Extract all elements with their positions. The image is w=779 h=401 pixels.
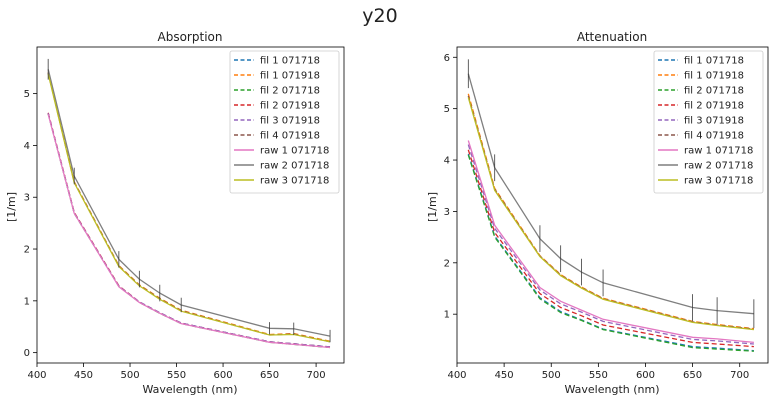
absorption-legend-box bbox=[229, 50, 340, 194]
absorption-legend-label: raw 3 071718 bbox=[260, 176, 329, 187]
absorption-ytick-label: 1 bbox=[24, 296, 30, 307]
attenuation-ylabel: [1/m] bbox=[426, 192, 439, 222]
absorption-axes-frame bbox=[36, 46, 345, 364]
attenuation-legend-label: fil 4 071918 bbox=[684, 131, 744, 142]
attenuation-title: Attenuation bbox=[577, 30, 647, 44]
attenuation-ytick-label: 1 bbox=[444, 310, 450, 321]
attenuation-xtick-label: 400 bbox=[447, 370, 466, 381]
attenuation-xtick-label: 650 bbox=[683, 370, 702, 381]
absorption-ytick-label: 0 bbox=[24, 348, 30, 359]
absorption-legend-label: fil 2 071918 bbox=[260, 101, 320, 112]
absorption-xtick-label: 400 bbox=[27, 370, 46, 381]
attenuation-legend-label: fil 3 071918 bbox=[684, 116, 744, 127]
absorption-ytick-label: 3 bbox=[24, 193, 30, 204]
attenuation-ytick-label: 6 bbox=[444, 53, 450, 64]
absorption-title: Absorption bbox=[158, 30, 223, 44]
attenuation-legend: fil 1 071718 fil 1 071918 fil 2 071718 fil … bbox=[653, 50, 764, 194]
attenuation-legend-label: raw 3 071718 bbox=[684, 176, 753, 187]
absorption-legend-label: fil 1 071718 bbox=[260, 56, 320, 67]
absorption-legend: fil 1 071718 fil 1 071918 fil 2 071718 fil … bbox=[229, 50, 340, 194]
absorption-legend-label: raw 2 071718 bbox=[260, 161, 329, 172]
attenuation-series-line bbox=[467, 144, 754, 345]
absorption-ytick-label: 5 bbox=[24, 89, 30, 100]
attenuation-panel: Attenuation Wavelength (nm) [1/m] 400 450… bbox=[426, 30, 769, 396]
absorption-ylabel: [1/m] bbox=[5, 192, 18, 222]
absorption-legend-label: fil 3 071918 bbox=[260, 116, 320, 127]
attenuation-series-line bbox=[467, 97, 754, 331]
attenuation-legend-label: fil 2 071918 bbox=[684, 101, 744, 112]
figure-title: y20 bbox=[362, 5, 397, 27]
absorption-xtick-label: 600 bbox=[214, 370, 233, 381]
attenuation-xtick-label: 600 bbox=[636, 370, 655, 381]
attenuation-xlabel: Wavelength (nm) bbox=[564, 383, 659, 396]
attenuation-legend-label: raw 2 071718 bbox=[684, 161, 753, 172]
attenuation-ytick-label: 4 bbox=[444, 156, 450, 167]
attenuation-xtick-label: 450 bbox=[495, 370, 514, 381]
attenuation-ytick-label: 2 bbox=[444, 258, 450, 269]
absorption-series-line bbox=[47, 114, 331, 349]
attenuation-legend-label: raw 1 071718 bbox=[684, 146, 753, 157]
attenuation-ytick-label: 3 bbox=[444, 207, 450, 218]
absorption-panel: Absorption Wavelength (nm) [1/m] 400 450 5… bbox=[5, 30, 345, 396]
absorption-ytick-label: 4 bbox=[24, 141, 30, 152]
attenuation-legend-box bbox=[653, 50, 764, 194]
absorption-xtick-label: 650 bbox=[260, 370, 279, 381]
attenuation-ytick-label: 5 bbox=[444, 104, 450, 115]
absorption-xtick-label: 500 bbox=[120, 370, 139, 381]
attenuation-xtick-label: 550 bbox=[589, 370, 608, 381]
attenuation-xtick-label: 500 bbox=[542, 370, 561, 381]
attenuation-legend-label: fil 1 071918 bbox=[684, 71, 744, 82]
absorption-legend-label: raw 1 071718 bbox=[260, 146, 329, 157]
absorption-xlabel: Wavelength (nm) bbox=[142, 383, 237, 396]
attenuation-series-line bbox=[467, 149, 754, 348]
absorption-xtick-label: 550 bbox=[167, 370, 186, 381]
absorption-legend-label: fil 2 071718 bbox=[260, 86, 320, 97]
attenuation-series-line bbox=[467, 140, 754, 344]
absorption-legend-label: fil 4 071918 bbox=[260, 131, 320, 142]
attenuation-xtick-label: 700 bbox=[730, 370, 749, 381]
absorption-legend-label: fil 1 071918 bbox=[260, 71, 320, 82]
absorption-xtick-label: 450 bbox=[74, 370, 93, 381]
attenuation-series-line bbox=[467, 154, 754, 352]
absorption-xtick-label: 700 bbox=[307, 370, 326, 381]
attenuation-axes-frame bbox=[456, 46, 769, 364]
attenuation-legend-label: fil 2 071718 bbox=[684, 86, 744, 97]
absorption-ytick-label: 2 bbox=[24, 245, 30, 256]
attenuation-legend-label: fil 1 071718 bbox=[684, 56, 744, 67]
